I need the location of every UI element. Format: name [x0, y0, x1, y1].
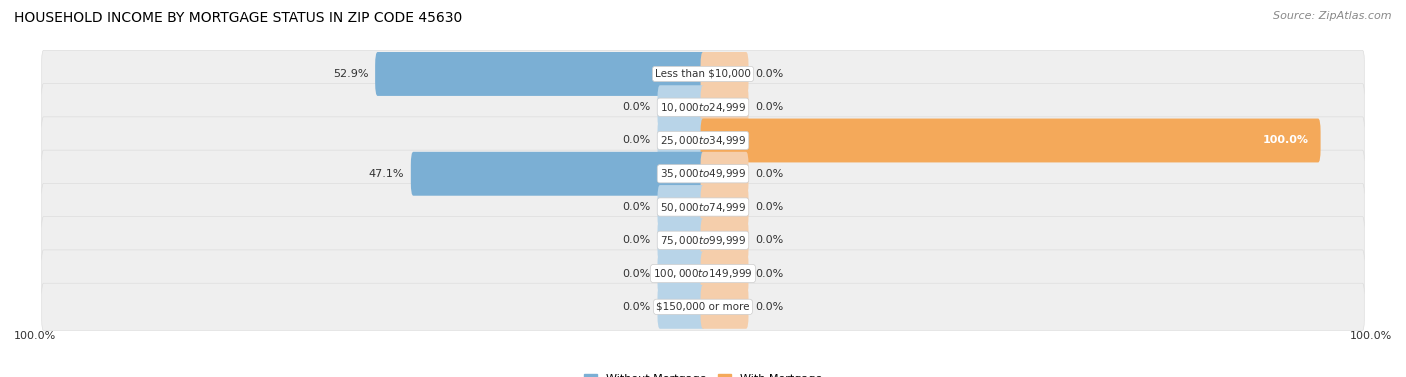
Text: 0.0%: 0.0% [755, 102, 783, 112]
FancyBboxPatch shape [658, 251, 706, 296]
FancyBboxPatch shape [411, 152, 706, 196]
Text: 0.0%: 0.0% [755, 235, 783, 245]
Text: $10,000 to $24,999: $10,000 to $24,999 [659, 101, 747, 114]
FancyBboxPatch shape [375, 52, 706, 96]
FancyBboxPatch shape [658, 118, 706, 162]
FancyBboxPatch shape [42, 84, 1364, 131]
FancyBboxPatch shape [700, 185, 748, 229]
FancyBboxPatch shape [658, 185, 706, 229]
FancyBboxPatch shape [42, 117, 1364, 164]
Legend: Without Mortgage, With Mortgage: Without Mortgage, With Mortgage [579, 369, 827, 377]
FancyBboxPatch shape [42, 150, 1364, 198]
FancyBboxPatch shape [700, 285, 748, 329]
FancyBboxPatch shape [658, 285, 706, 329]
FancyBboxPatch shape [42, 51, 1364, 98]
Text: Source: ZipAtlas.com: Source: ZipAtlas.com [1274, 11, 1392, 21]
Text: 0.0%: 0.0% [755, 268, 783, 279]
FancyBboxPatch shape [42, 250, 1364, 297]
Text: 0.0%: 0.0% [755, 69, 783, 79]
Text: 0.0%: 0.0% [623, 202, 651, 212]
FancyBboxPatch shape [700, 251, 748, 296]
Text: 0.0%: 0.0% [623, 135, 651, 146]
FancyBboxPatch shape [42, 183, 1364, 231]
Text: $100,000 to $149,999: $100,000 to $149,999 [654, 267, 752, 280]
Text: 52.9%: 52.9% [333, 69, 368, 79]
FancyBboxPatch shape [700, 118, 1320, 162]
Text: 0.0%: 0.0% [623, 268, 651, 279]
FancyBboxPatch shape [700, 85, 748, 129]
Text: 100.0%: 100.0% [1263, 135, 1309, 146]
Text: Less than $10,000: Less than $10,000 [655, 69, 751, 79]
Text: 100.0%: 100.0% [14, 331, 56, 341]
Text: 47.1%: 47.1% [368, 169, 404, 179]
FancyBboxPatch shape [42, 283, 1364, 330]
Text: 100.0%: 100.0% [1350, 331, 1392, 341]
FancyBboxPatch shape [42, 217, 1364, 264]
FancyBboxPatch shape [658, 218, 706, 262]
Text: HOUSEHOLD INCOME BY MORTGAGE STATUS IN ZIP CODE 45630: HOUSEHOLD INCOME BY MORTGAGE STATUS IN Z… [14, 11, 463, 25]
FancyBboxPatch shape [700, 218, 748, 262]
FancyBboxPatch shape [700, 52, 748, 96]
Text: $50,000 to $74,999: $50,000 to $74,999 [659, 201, 747, 213]
FancyBboxPatch shape [658, 85, 706, 129]
Text: 0.0%: 0.0% [755, 202, 783, 212]
FancyBboxPatch shape [700, 152, 748, 196]
Text: $75,000 to $99,999: $75,000 to $99,999 [659, 234, 747, 247]
Text: 0.0%: 0.0% [623, 235, 651, 245]
Text: $25,000 to $34,999: $25,000 to $34,999 [659, 134, 747, 147]
Text: 0.0%: 0.0% [755, 169, 783, 179]
Text: 0.0%: 0.0% [623, 102, 651, 112]
Text: $150,000 or more: $150,000 or more [657, 302, 749, 312]
Text: $35,000 to $49,999: $35,000 to $49,999 [659, 167, 747, 180]
Text: 0.0%: 0.0% [755, 302, 783, 312]
Text: 0.0%: 0.0% [623, 302, 651, 312]
